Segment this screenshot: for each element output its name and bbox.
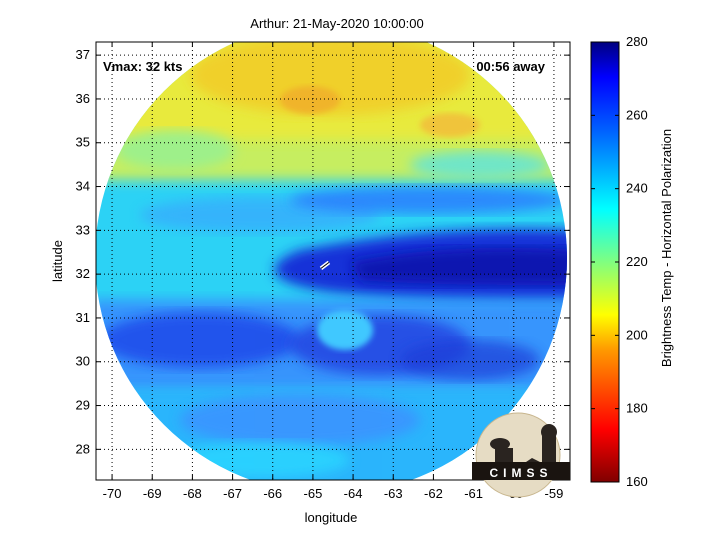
y-tick-label: 37 bbox=[76, 47, 90, 62]
colorbar-tick-label: 260 bbox=[626, 107, 648, 122]
y-tick-label: 33 bbox=[76, 222, 90, 237]
y-tick-label: 30 bbox=[76, 354, 90, 369]
grid-lines bbox=[96, 42, 570, 480]
x-tick-label: -66 bbox=[263, 486, 282, 501]
x-tick-label: -62 bbox=[424, 486, 443, 501]
colorbar-tick-label: 240 bbox=[626, 181, 648, 196]
y-tick-label: 32 bbox=[76, 266, 90, 281]
cimss-logo-text: CIMSS bbox=[489, 466, 552, 480]
x-tick-label: -70 bbox=[103, 486, 122, 501]
x-axis-label: longitude bbox=[305, 510, 358, 525]
colorbar-label: Brightness Temp - Horizontal Polarizatio… bbox=[659, 129, 674, 367]
vmax-label: Vmax: 32 kts bbox=[103, 59, 183, 74]
y-tick-label: 34 bbox=[76, 179, 90, 194]
colorbar-ticks: 160 180 200 220 240 260 280 bbox=[591, 34, 648, 489]
axes-frame bbox=[95, 41, 571, 481]
x-tick-label: -64 bbox=[344, 486, 363, 501]
y-tick-label: 36 bbox=[76, 91, 90, 106]
storm-center-marker bbox=[319, 260, 331, 270]
colorbar-tick-label: 160 bbox=[626, 474, 648, 489]
cimss-logo: CIMSS bbox=[472, 412, 570, 498]
x-tick-label: -67 bbox=[223, 486, 242, 501]
colorbar-tick-label: 280 bbox=[626, 34, 648, 49]
colorbar-tick-label: 220 bbox=[626, 254, 648, 269]
x-tick-label: -69 bbox=[143, 486, 162, 501]
x-tick-label: -61 bbox=[464, 486, 483, 501]
figure-title: Arthur: 21-May-2020 10:00:00 bbox=[250, 16, 423, 31]
y-tick-label: 28 bbox=[76, 441, 90, 456]
colorbar-tick-label: 180 bbox=[626, 401, 648, 416]
x-tick-label: -63 bbox=[384, 486, 403, 501]
colorbar-gradient bbox=[590, 41, 620, 483]
y-tick-label: 35 bbox=[76, 135, 90, 150]
map-axes: -70-69-68-67-66-65-64-63-62-61-60-59 282… bbox=[76, 41, 571, 501]
x-tick-label: -65 bbox=[304, 486, 323, 501]
colorbar-tick-label: 200 bbox=[626, 327, 648, 342]
y-tick-label: 31 bbox=[76, 310, 90, 325]
colorbar: 160 180 200 220 240 260 280 Brightness Temp - … bbox=[590, 34, 674, 489]
y-tick-label: 29 bbox=[76, 398, 90, 413]
time-away-label: 00:56 away bbox=[476, 59, 545, 74]
y-axis-ticks: 28 29 30 31 32 33 34 35 36 37 bbox=[76, 47, 570, 456]
x-tick-label: -59 bbox=[545, 486, 564, 501]
x-tick-label: -68 bbox=[183, 486, 202, 501]
y-axis-label: latitude bbox=[50, 240, 65, 282]
